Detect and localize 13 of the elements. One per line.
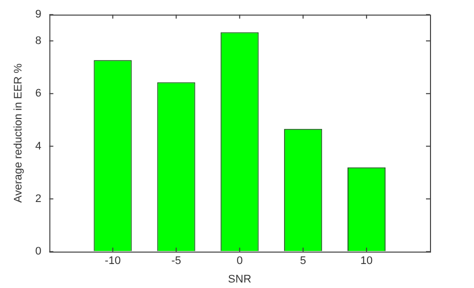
y-tick-label: 6: [35, 88, 42, 100]
x-tick-label: -10: [104, 255, 121, 268]
y-axis-title: Average reduction in EER %: [12, 63, 25, 203]
y-tick-label: 2: [35, 192, 42, 205]
x-tick-label: 10: [360, 255, 373, 268]
x-tick-label: 5: [300, 255, 306, 268]
y-tick-label: 4: [35, 140, 42, 152]
y-tick-label: 9: [35, 8, 42, 21]
y-tick-label: 0: [35, 246, 42, 258]
x-tick-label: 0: [236, 255, 243, 268]
x-tick-label: -5: [171, 255, 182, 268]
x-axis-title: SNR: [228, 273, 252, 286]
y-tick-label: 8: [35, 34, 42, 47]
